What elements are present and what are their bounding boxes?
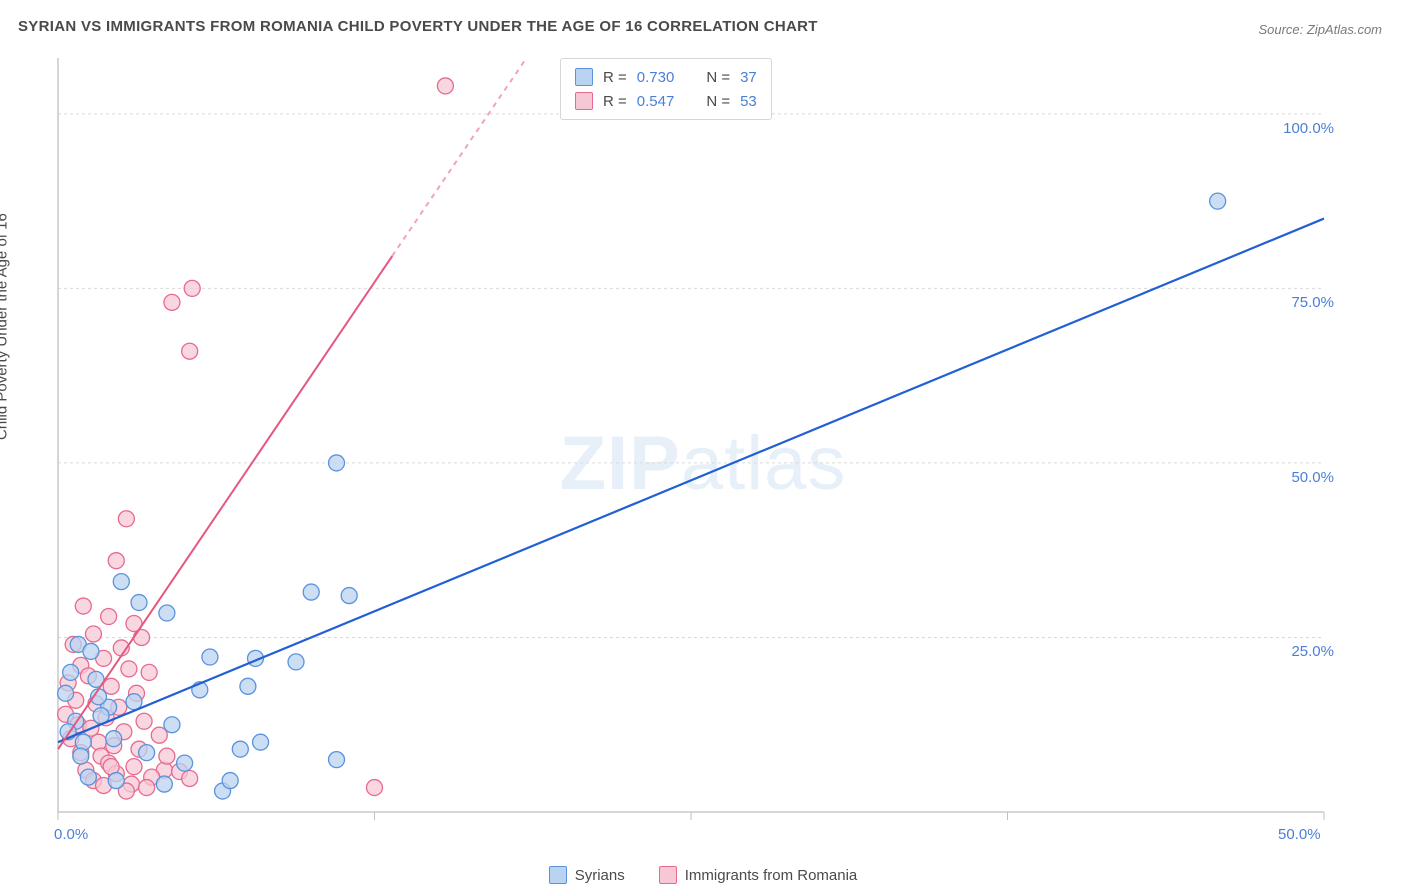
y-axis-label: Child Poverty Under the Age of 16 — [0, 213, 11, 440]
source-label: Source: ZipAtlas.com — [1258, 22, 1382, 37]
r-label: R = — [603, 93, 627, 110]
x-origin-label: 0.0% — [54, 826, 88, 843]
stats-row-series1: R = 0.547 N = 53 — [575, 89, 757, 113]
series0-n-value: 37 — [740, 69, 757, 86]
bottom-legend: Syrians Immigrants from Romania — [0, 866, 1406, 884]
stats-row-series0: R = 0.730 N = 37 — [575, 65, 757, 89]
y-tick-label: 25.0% — [1264, 643, 1334, 660]
series0-swatch — [549, 866, 567, 884]
legend-series0-label: Syrians — [575, 867, 625, 884]
scatter-plot — [54, 54, 1382, 834]
legend-series1-label: Immigrants from Romania — [685, 867, 858, 884]
n-label: N = — [706, 69, 730, 86]
chart-svg — [54, 54, 1382, 834]
series1-r-value: 0.547 — [637, 93, 675, 110]
series1-swatch — [659, 866, 677, 884]
y-tick-label: 75.0% — [1264, 294, 1334, 311]
y-tick-label: 50.0% — [1264, 469, 1334, 486]
x-max-label: 50.0% — [1278, 826, 1321, 843]
y-tick-label: 100.0% — [1264, 120, 1334, 137]
legend-item-series0: Syrians — [549, 866, 625, 884]
series0-swatch — [575, 68, 593, 86]
series1-n-value: 53 — [740, 93, 757, 110]
series1-swatch — [575, 92, 593, 110]
r-label: R = — [603, 69, 627, 86]
legend-item-series1: Immigrants from Romania — [659, 866, 858, 884]
chart-title: SYRIAN VS IMMIGRANTS FROM ROMANIA CHILD … — [18, 18, 818, 35]
stats-box: R = 0.730 N = 37 R = 0.547 N = 53 — [560, 58, 772, 120]
n-label: N = — [706, 93, 730, 110]
series0-r-value: 0.730 — [637, 69, 675, 86]
